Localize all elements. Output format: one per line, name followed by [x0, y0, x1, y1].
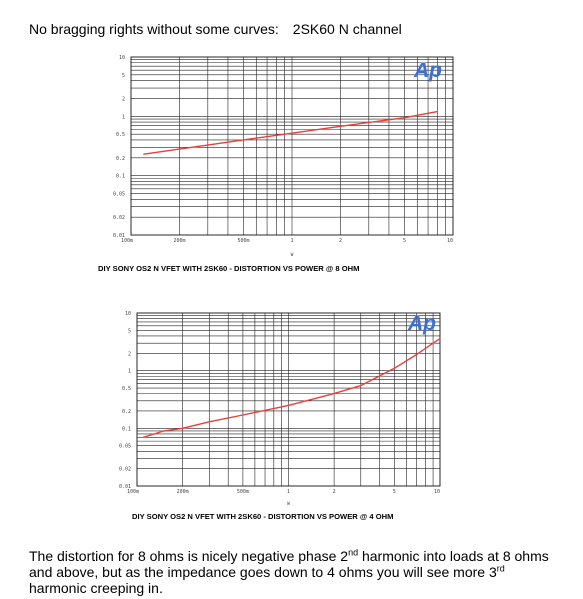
y-tick-label: 0.1 [122, 426, 131, 432]
distortion-curve [143, 110, 438, 155]
y-tick-label: 0.01 [119, 484, 131, 490]
y-tick-label: 1 [128, 369, 131, 375]
data-point [439, 337, 441, 340]
y-tick-label: 0.5 [122, 386, 131, 392]
data-point [415, 353, 418, 356]
data-point [163, 430, 165, 432]
y-tick-label: 0.2 [116, 156, 125, 162]
x-axis-unit: W [291, 252, 294, 258]
x-tick-label: 200m [173, 238, 185, 244]
y-tick-label: 0.05 [113, 192, 125, 198]
y-tick-label: 2 [122, 96, 125, 102]
y-tick-label: 0.02 [119, 467, 131, 473]
body-paragraph: The distortion for 8 ohms is nicely nega… [29, 548, 549, 596]
x-tick-label: 5 [393, 489, 396, 495]
x-tick-label: 1 [287, 489, 290, 495]
y-tick-label: 5 [122, 73, 125, 79]
x-tick-label: 1 [290, 238, 293, 244]
x-tick-label: 100m [127, 489, 139, 495]
x-tick-label: 5 [403, 238, 406, 244]
y-tick-label: 2 [128, 351, 131, 357]
y-tick-label: 0.01 [113, 233, 125, 239]
y-tick-label: 0.02 [113, 215, 125, 221]
y-tick-label: 1 [122, 114, 125, 120]
page-heading: No bragging rights without some curves: 2… [29, 21, 402, 37]
plot-frame [130, 56, 454, 236]
body-sup-1: nd [348, 547, 359, 558]
data-point [393, 367, 395, 369]
data-point [360, 385, 362, 387]
y-tick-label: 10 [119, 55, 125, 61]
data-point [436, 111, 438, 113]
x-tick-label: 2 [333, 489, 336, 495]
data-point [333, 393, 335, 395]
data-point [208, 421, 210, 423]
x-tick-label: 2 [339, 238, 342, 244]
plot-frame [136, 312, 441, 487]
data-point [242, 414, 244, 416]
x-tick-label: 10 [447, 238, 453, 244]
x-tick-label: 200m [177, 489, 189, 495]
body-text-2: harmonic into loads at 8 ohms and above,… [29, 548, 549, 580]
y-tick-label: 0.2 [122, 409, 131, 415]
body-text-3: harmonic creeping in. [29, 580, 163, 596]
data-point [142, 436, 144, 438]
heading-lead: No bragging rights without some curves: [29, 21, 279, 37]
data-point [182, 427, 184, 429]
data-point [291, 132, 293, 134]
body-text-1: The distortion for 8 ohms is nicely nega… [29, 548, 349, 564]
data-point [403, 117, 406, 119]
data-point [143, 153, 145, 155]
x-tick-label: 100m [121, 238, 133, 244]
y-tick-label: 0.5 [116, 132, 125, 138]
data-point [339, 125, 342, 127]
x-tick-label: 10 [434, 489, 440, 495]
body-sup-2: rd [496, 563, 505, 574]
x-tick-label: 500m [238, 238, 250, 244]
ap-logo: Ap [407, 312, 436, 335]
y-tick-label: 0.05 [119, 444, 131, 450]
y-tick-label: 0.1 [116, 174, 125, 180]
y-tick-label: 10 [125, 311, 131, 317]
x-axis-unit: W [287, 501, 290, 507]
data-point [178, 148, 181, 150]
data-point [242, 139, 245, 141]
y-tick-label: 5 [128, 328, 131, 334]
heading-part: 2SK60 N channel [292, 21, 402, 37]
data-point [287, 404, 290, 406]
chart-caption: DIY SONY OS2 N VFET WITH 2SK60 - DISTORT… [132, 512, 393, 521]
chart-caption: DIY SONY OS2 N VFET WITH 2SK60 - DISTORT… [98, 264, 359, 273]
ap-logo: Ap [413, 59, 442, 82]
x-tick-label: 500m [237, 489, 249, 495]
